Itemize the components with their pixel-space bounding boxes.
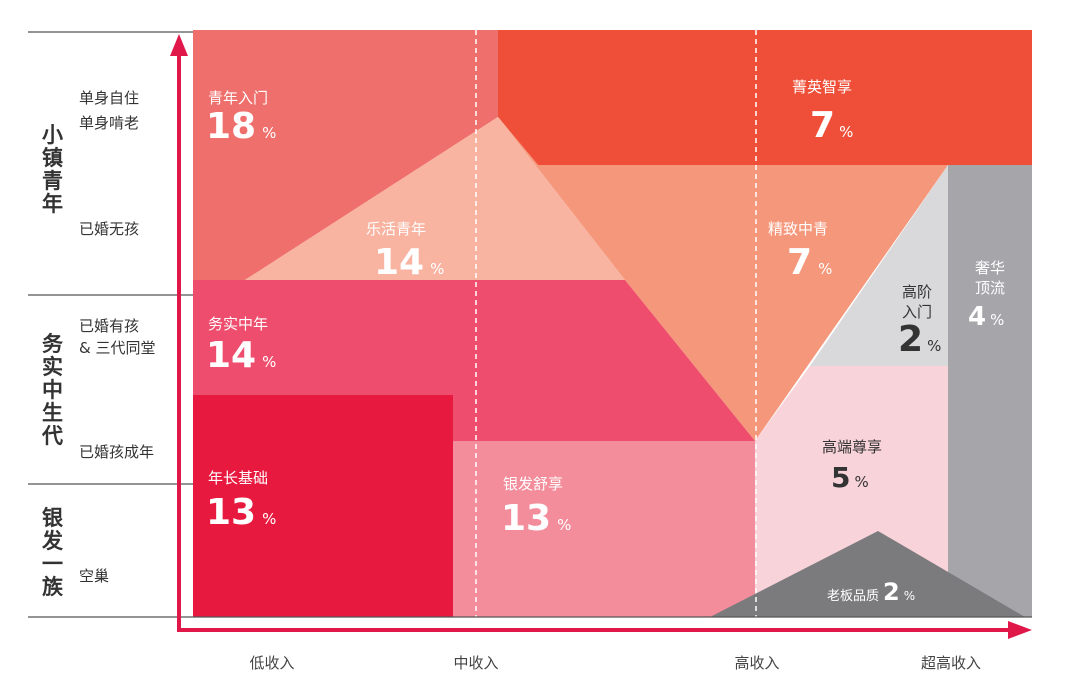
row-label-yihun-haichengnian: 已婚孩成年: [79, 443, 154, 461]
segment-share-value: 2: [883, 578, 900, 606]
segment-share-unit: %: [262, 510, 276, 528]
segment-share-unit: %: [839, 123, 853, 141]
region-lehuo-qingnian: [245, 117, 625, 280]
segment-label-lehuo-qingnian: 乐活青年 14%: [366, 220, 444, 283]
segment-share: 老板品质 2%: [827, 578, 915, 606]
segment-name: 青年入门: [208, 89, 268, 107]
segment-label-jingying-zhixiang: 菁英智享 7%: [792, 78, 853, 146]
group-label-yinfa-char-1: 银: [42, 506, 64, 530]
segment-share-unit: %: [262, 124, 276, 142]
group-label-yinfa-char-2: 发: [41, 529, 64, 553]
region-wushi-zhongnian: [193, 280, 755, 441]
row-label-kongchao: 空巢: [79, 567, 109, 585]
segment-label-laoban-pinzhi: 老板品质 2%: [827, 578, 915, 606]
segment-label-wushi-zhongnian: 务实中年 14%: [206, 315, 276, 376]
segment-share: 4%: [968, 302, 1004, 332]
segment-share-unit: %: [557, 516, 571, 534]
row-label-sandai-tongtang: & 三代同堂: [79, 339, 155, 357]
segment-share-value: 7: [787, 242, 812, 283]
segment-share: 7%: [810, 105, 853, 146]
segment-share: 14%: [374, 242, 444, 283]
segment-name: 菁英智享: [792, 78, 852, 96]
group-label-wushi-char-5: 代: [41, 424, 63, 448]
group-label-xiaozhen-char-2: 镇: [42, 146, 63, 170]
region-laoban-pinzhi: [710, 531, 1025, 617]
segment-share-value: 14: [206, 335, 256, 376]
segment-share-unit: %: [818, 260, 832, 278]
y-axis-arrowhead: [170, 34, 188, 56]
segment-share-value: 13: [206, 492, 256, 533]
x-axis-arrowhead: [1008, 621, 1032, 639]
segment-share-unit: %: [990, 311, 1004, 329]
x-label-ultra-high: 超高收入: [921, 654, 981, 672]
group-label-wushi-char-2: 实: [42, 355, 63, 379]
segment-share: 13%: [501, 498, 571, 539]
group-label-yinfa: 银 发 一 族: [41, 506, 64, 599]
region-gaojie-rumen: [810, 165, 948, 366]
segment-share: 13%: [206, 492, 276, 533]
segment-name-line-1: 奢华: [975, 259, 1005, 277]
region-jingying-zhixiang: [498, 30, 1032, 165]
region-yinfa-shuxiang: [453, 441, 755, 617]
segment-share-value: 18: [206, 106, 256, 147]
x-label-middle: 中收入: [453, 654, 498, 672]
group-label-yinfa-char-4: 族: [42, 575, 64, 599]
segment-name: 高端尊享: [822, 438, 882, 456]
segment-name: 乐活青年: [366, 220, 426, 238]
segment-share-value: 5: [831, 461, 850, 494]
row-label-yihun-wuhai: 已婚无孩: [79, 220, 139, 238]
segment-label-qingnian-rumen: 青年入门 18%: [206, 89, 276, 147]
row-label-danshen-kenlao: 单身啃老: [79, 114, 139, 132]
group-label-xiaozhen: 小 镇 青 年: [42, 123, 63, 216]
segment-label-gaoduan-zunxiang: 高端尊享 5%: [822, 438, 882, 494]
group-label-xiaozhen-char-1: 小: [42, 123, 63, 147]
region-qingnian-rumen: [193, 30, 498, 280]
group-label-wushi-char-4: 生: [42, 401, 63, 425]
row-label-danshen-zizhu: 单身自住: [79, 89, 139, 107]
x-label-low: 低收入: [249, 654, 294, 672]
group-label-wushi: 务 实 中 生 代: [41, 332, 64, 448]
segment-label-jingzhi-zhongqing: 精致中青 7%: [768, 220, 832, 283]
segment-label-nianzhang-jichu: 年长基础 13%: [206, 469, 276, 533]
group-label-xiaozhen-char-4: 年: [42, 192, 63, 216]
segment-label-yinfa-shuxiang: 银发舒享 13%: [501, 475, 571, 539]
segment-share: 5%: [831, 461, 869, 494]
row-label-yihun-youhai: 已婚有孩: [79, 317, 139, 335]
segment-name: 务实中年: [208, 315, 268, 333]
segment-name: 年长基础: [208, 469, 268, 487]
segment-share-unit: %: [430, 260, 444, 278]
segment-share: 7%: [787, 242, 832, 283]
segment-share-unit: %: [262, 353, 276, 371]
segment-share-value: 4: [968, 302, 986, 332]
x-label-high: 高收入: [734, 654, 779, 672]
segment-name: 精致中青: [768, 220, 828, 238]
segment-share-value: 7: [810, 105, 835, 146]
segment-name: 银发舒享: [503, 475, 563, 493]
group-label-wushi-char-3: 中: [42, 378, 63, 402]
segment-name-line-2: 顶流: [975, 279, 1005, 297]
segment-share-unit: %: [904, 589, 915, 603]
segment-share-value: 13: [501, 498, 551, 539]
segment-name-line-1: 高阶: [902, 283, 932, 301]
group-label-yinfa-char-3: 一: [42, 552, 63, 576]
segment-share-value: 2: [898, 319, 923, 360]
segment-share: 2%: [898, 319, 941, 360]
region-jingzhi-zhongqing: [498, 117, 948, 441]
segment-share-unit: %: [927, 337, 941, 355]
region-nianzhang-jichu: [193, 395, 453, 617]
group-label-wushi-char-1: 务: [42, 332, 64, 356]
group-label-xiaozhen-char-3: 青: [42, 169, 63, 193]
segment-label-shehua-dingliu: 奢华 顶流 4%: [968, 259, 1005, 332]
segment-name-line-2: 入门: [902, 303, 932, 321]
segment-share-value: 14: [374, 242, 424, 283]
segment-share: 18%: [206, 106, 276, 147]
segment-share: 14%: [206, 335, 276, 376]
segment-name: 老板品质: [827, 589, 879, 604]
segment-share-unit: %: [854, 473, 868, 491]
region-shehua-dingliu: [948, 165, 1032, 617]
segment-label-gaojie-rumen: 高阶 入门 2%: [898, 283, 941, 360]
